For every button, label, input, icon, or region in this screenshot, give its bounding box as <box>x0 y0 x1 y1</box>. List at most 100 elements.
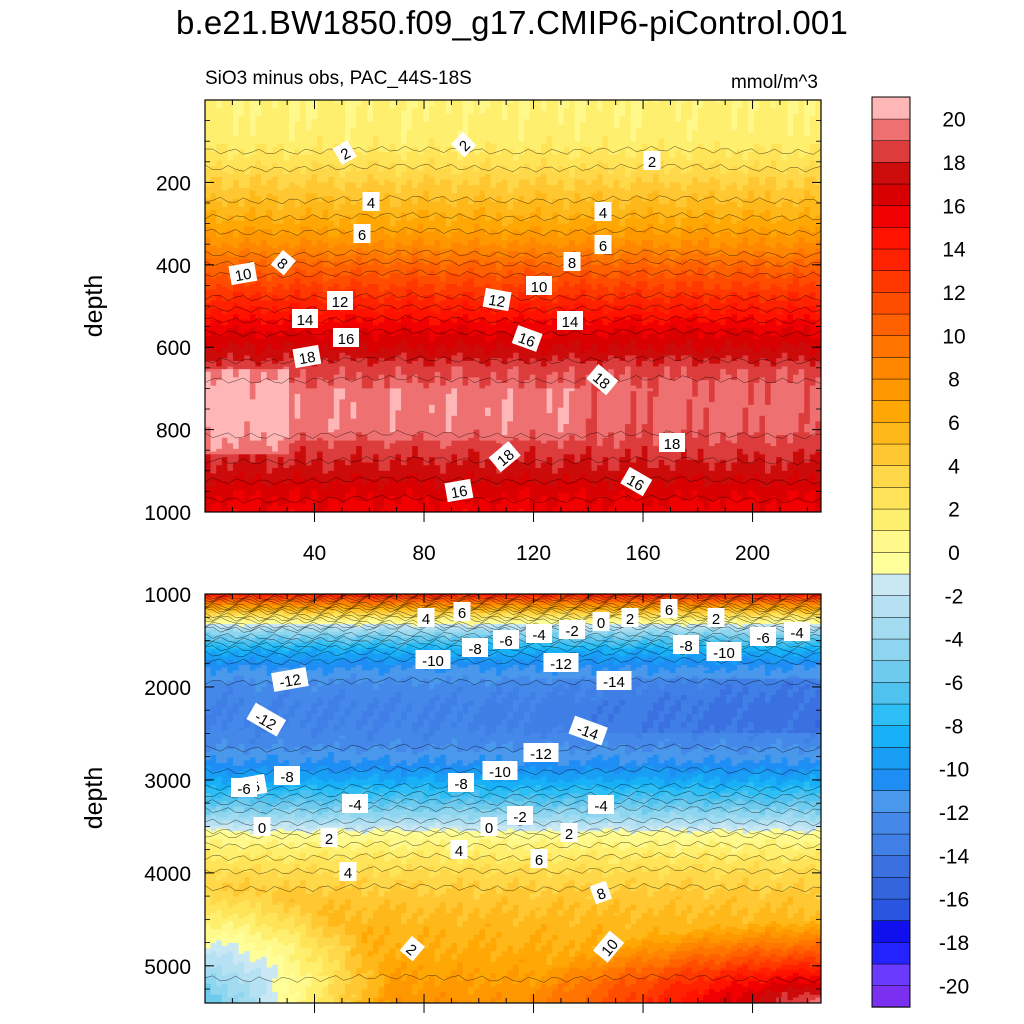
field-cell <box>417 130 424 134</box>
field-cell <box>406 100 413 104</box>
field-cell <box>781 130 788 134</box>
field-cell <box>759 108 766 112</box>
field-cell <box>227 132 234 137</box>
field-cell <box>731 121 738 126</box>
field-cell <box>367 105 374 109</box>
field-cell <box>619 132 626 137</box>
field-cell <box>793 132 800 137</box>
field-cell <box>653 135 660 140</box>
field-cell <box>787 121 794 126</box>
field-cell <box>781 110 788 115</box>
field-cell <box>686 119 693 123</box>
field-cell <box>641 121 648 126</box>
field-cell <box>322 124 329 129</box>
field-cell <box>507 119 514 123</box>
field-cell <box>703 121 710 126</box>
field-cell <box>406 130 413 134</box>
field-cell <box>781 124 788 129</box>
field-cell <box>423 143 430 148</box>
field-cell <box>725 102 732 107</box>
field-cell <box>479 149 486 153</box>
field-cell <box>625 108 632 112</box>
field-cell <box>753 121 760 126</box>
field-cell <box>731 146 738 151</box>
field-cell <box>625 143 632 148</box>
field-cell <box>485 154 492 159</box>
field-cell <box>742 102 749 107</box>
field-cell <box>210 135 217 140</box>
field-cell <box>423 132 430 137</box>
field-cell <box>753 130 760 134</box>
field-cell <box>255 132 262 137</box>
field-cell <box>653 130 660 134</box>
field-cell <box>675 132 682 137</box>
field-cell <box>513 146 520 151</box>
field-cell <box>289 100 296 104</box>
field-cell <box>361 124 368 129</box>
field-cell <box>289 154 296 159</box>
field-cell <box>401 135 408 140</box>
field-cell <box>630 127 637 131</box>
field-cell <box>692 113 699 118</box>
field-cell <box>585 149 592 153</box>
field-cell <box>501 141 508 145</box>
field-cell <box>692 130 699 134</box>
field-cell <box>798 127 805 131</box>
field-cell <box>249 143 256 148</box>
field-cell <box>350 110 357 115</box>
field-cell <box>776 116 783 120</box>
field-cell <box>216 121 223 126</box>
field-cell <box>272 135 279 140</box>
field-cell <box>244 143 251 148</box>
field-cell <box>608 141 615 145</box>
field-cell <box>720 149 727 153</box>
field-cell <box>485 105 492 109</box>
field-cell <box>289 119 296 123</box>
field-cell <box>692 124 699 129</box>
field-cell <box>681 116 688 120</box>
field-cell <box>524 135 531 140</box>
field-cell <box>339 116 346 120</box>
field-cell <box>608 116 615 120</box>
field-cell <box>737 141 744 145</box>
field-cell <box>815 113 821 118</box>
field-cell <box>445 143 452 148</box>
field-cell <box>569 100 576 104</box>
field-cell <box>742 135 749 140</box>
field-cell <box>669 130 676 134</box>
field-cell <box>529 108 536 112</box>
field-cell <box>815 116 821 120</box>
field-cell <box>591 132 598 137</box>
field-cell <box>445 141 452 145</box>
field-cell <box>725 110 732 115</box>
field-cell <box>507 130 514 134</box>
field-cell <box>737 135 744 140</box>
field-cell <box>681 149 688 153</box>
field-cell <box>356 119 363 123</box>
field-cell <box>765 149 772 153</box>
field-cell <box>473 113 480 118</box>
field-cell <box>619 143 626 148</box>
field-cell <box>294 138 301 142</box>
field-cell <box>513 124 520 129</box>
field-cell <box>529 154 536 159</box>
field-cell <box>395 121 402 126</box>
field-cell <box>613 119 620 123</box>
field-cell <box>473 105 480 109</box>
field-cell <box>513 132 520 137</box>
field-cell <box>300 124 307 129</box>
field-cell <box>753 102 760 107</box>
field-cell <box>317 146 324 151</box>
field-cell <box>227 110 234 115</box>
field-cell <box>255 143 262 148</box>
field-cell <box>681 130 688 134</box>
field-cell <box>501 124 508 129</box>
field-cell <box>546 127 553 131</box>
field-cell <box>574 113 581 118</box>
field-cell <box>473 132 480 137</box>
field-cell <box>529 149 536 153</box>
field-cell <box>434 121 441 126</box>
field-cell <box>249 121 256 126</box>
field-cell <box>451 130 458 134</box>
field-cell <box>244 135 251 140</box>
